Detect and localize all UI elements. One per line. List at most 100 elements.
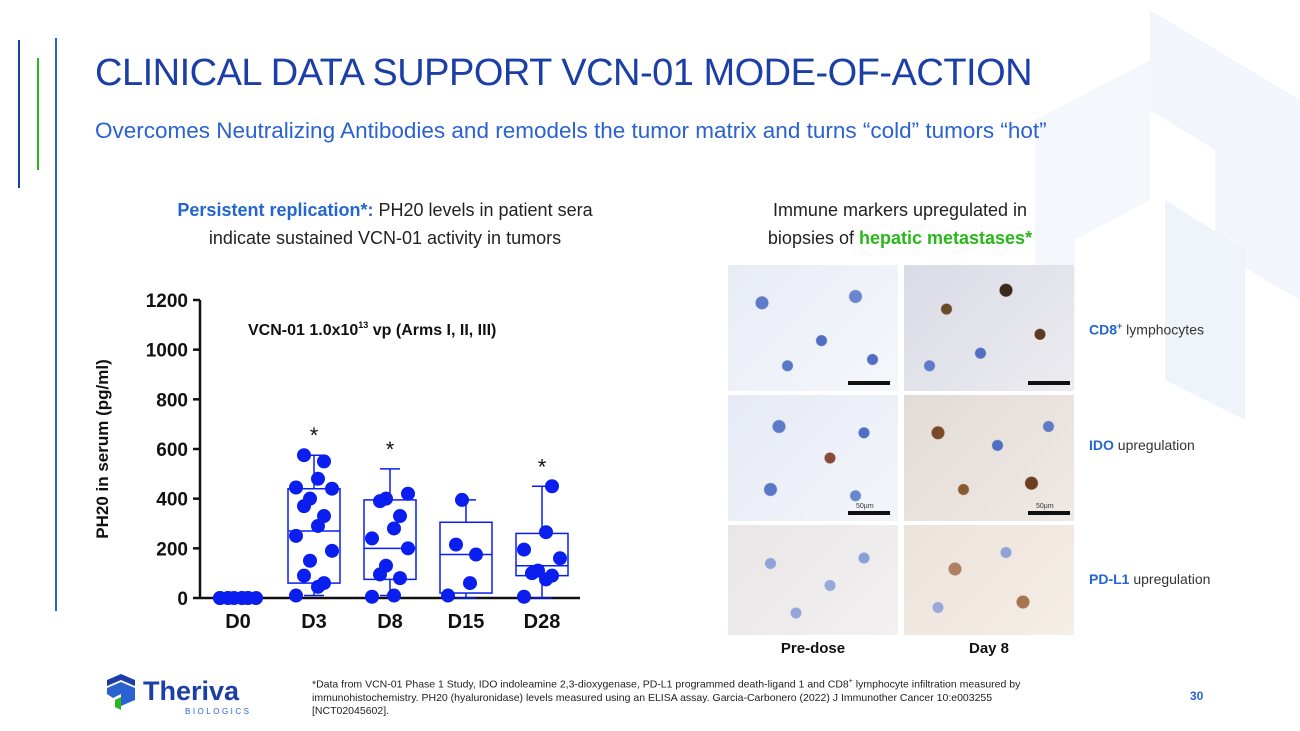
ph20-box-plot: 0 200 400 600 800 1000 1200 PH20 in serum (pg/m… bbox=[93, 291, 580, 633]
accent-bar-green bbox=[37, 58, 39, 170]
page-subtitle: Overcomes Neutralizing Antibodies and re… bbox=[95, 118, 1047, 143]
footnote-line2: immunohistochemistry. PH20 (hyaluronidas… bbox=[312, 691, 993, 704]
chart-heading-text: PH20 levels in patient sera bbox=[373, 200, 593, 220]
data-point bbox=[317, 509, 331, 524]
data-point bbox=[289, 528, 303, 543]
biopsy-heading-prefix: biopsies of bbox=[767, 228, 859, 248]
ido-predose-image bbox=[728, 395, 898, 521]
chart-heading: Persistent replication*: PH20 levels in … bbox=[120, 196, 650, 252]
page-number: 30 bbox=[1190, 689, 1204, 703]
biopsy-image-grid: 50µm 50µm bbox=[728, 265, 1074, 663]
biopsy-heading: Immune markers upregulated in biopsies o… bbox=[720, 196, 1080, 252]
data-point bbox=[325, 481, 339, 496]
data-point bbox=[469, 547, 483, 562]
data-point bbox=[455, 492, 469, 507]
row-label-text: lymphocytes bbox=[1122, 321, 1204, 338]
y-tick-label: 200 bbox=[156, 539, 188, 560]
scale-bar-label: 50µm bbox=[1036, 503, 1054, 510]
scale-bar bbox=[848, 511, 890, 515]
data-point bbox=[517, 542, 531, 557]
y-tick-label: 1000 bbox=[146, 341, 188, 362]
data-point bbox=[387, 521, 401, 536]
column-label-day8: Day 8 bbox=[968, 640, 1010, 657]
footnote-sup: + bbox=[848, 678, 853, 685]
logo-tagline: BIOLOGICS bbox=[185, 707, 252, 716]
data-point bbox=[317, 576, 331, 591]
pdl1-day8-image bbox=[904, 525, 1074, 635]
cd8-day8-image bbox=[904, 265, 1074, 391]
box bbox=[439, 521, 493, 594]
data-point bbox=[311, 471, 325, 486]
data-point bbox=[531, 563, 545, 578]
row-label-marker: PD-L1 bbox=[1089, 571, 1130, 587]
accent-bar-left bbox=[18, 40, 20, 188]
theriva-logo: Theriva BIOLOGICS bbox=[107, 674, 252, 716]
row-label-cd8: CD8+ lymphocytes bbox=[1089, 321, 1204, 338]
data-point bbox=[221, 591, 235, 605]
data-point bbox=[241, 591, 255, 605]
x-tick-label: D28 bbox=[524, 611, 561, 633]
data-point bbox=[289, 588, 303, 603]
x-tick-label: D0 bbox=[225, 611, 251, 633]
data-point bbox=[365, 589, 379, 604]
data-point bbox=[325, 543, 339, 558]
data-point bbox=[365, 531, 379, 546]
data-point bbox=[401, 486, 415, 501]
data-point bbox=[553, 551, 567, 566]
biopsy-heading-highlight: hepatic metastases* bbox=[858, 228, 1033, 248]
significance-marker: * bbox=[310, 423, 319, 448]
x-tick-label: D15 bbox=[448, 611, 485, 633]
data-point bbox=[387, 588, 401, 603]
data-point bbox=[393, 571, 407, 586]
y-tick-label: 0 bbox=[177, 589, 188, 610]
data-point bbox=[317, 454, 331, 469]
data-point bbox=[297, 568, 311, 583]
significance-marker: * bbox=[386, 437, 395, 462]
footnote-line1-end: lymphocyte infiltration measured by bbox=[852, 678, 1021, 691]
accent-bar-main bbox=[55, 38, 57, 611]
footnote: *Data from VCN-01 Phase 1 Study, IDO ind… bbox=[312, 675, 1142, 718]
row-label-ido: IDO upregulation bbox=[1089, 437, 1195, 453]
row-label-text: upregulation bbox=[1129, 571, 1211, 587]
row-label-text: upregulation bbox=[1113, 437, 1195, 453]
data-point bbox=[545, 568, 559, 583]
row-label-marker: IDO bbox=[1089, 437, 1114, 453]
y-tick-label: 600 bbox=[156, 440, 188, 461]
data-point bbox=[393, 509, 407, 524]
page-title: CLINICAL DATA SUPPORT VCN-01 MODE-OF-ACT… bbox=[95, 52, 1033, 94]
data-point bbox=[517, 589, 531, 604]
cd8-predose-image bbox=[728, 265, 898, 391]
x-tick-label: D8 bbox=[377, 611, 403, 633]
row-label-pdl1: PD-L1 upregulation bbox=[1089, 571, 1210, 587]
significance-marker: * bbox=[538, 454, 547, 479]
footnote-line3: [NCT02045602]. bbox=[312, 704, 390, 717]
data-point bbox=[303, 553, 317, 568]
y-tick-label: 1200 bbox=[146, 291, 188, 312]
y-tick-label: 800 bbox=[156, 390, 188, 411]
chart-heading-highlight: Persistent replication*: bbox=[177, 200, 374, 220]
chart-title: VCN-01 1.0x1013 vp (Arms I, II, III) bbox=[248, 320, 496, 339]
scale-bar-label: 50µm bbox=[856, 503, 874, 510]
data-point bbox=[449, 537, 463, 552]
data-point bbox=[401, 541, 415, 556]
y-tick-label: 400 bbox=[156, 490, 188, 511]
column-label-predose: Pre-dose bbox=[780, 640, 846, 657]
x-tick-label: D3 bbox=[301, 611, 327, 633]
theriva-logo-mark bbox=[107, 674, 135, 710]
data-point bbox=[303, 491, 317, 506]
data-point bbox=[379, 558, 393, 573]
ido-day8-image bbox=[904, 395, 1074, 521]
y-axis-label: PH20 in serum (pg/ml) bbox=[93, 359, 112, 538]
data-point bbox=[289, 480, 303, 495]
scale-bar bbox=[1028, 381, 1070, 385]
row-label-marker: CD8 bbox=[1089, 321, 1118, 338]
pdl1-predose-image bbox=[728, 525, 898, 635]
logo-wordmark: Theriva bbox=[143, 676, 240, 706]
biopsy-heading-line1: Immune markers upregulated in bbox=[772, 200, 1028, 220]
data-point bbox=[379, 491, 393, 506]
row-label-sup: + bbox=[1117, 321, 1123, 331]
chart-heading-line2: indicate sustained VCN-01 activity in tu… bbox=[208, 228, 562, 248]
data-point bbox=[297, 448, 311, 463]
scale-bar bbox=[1028, 511, 1070, 515]
data-point bbox=[441, 588, 455, 603]
